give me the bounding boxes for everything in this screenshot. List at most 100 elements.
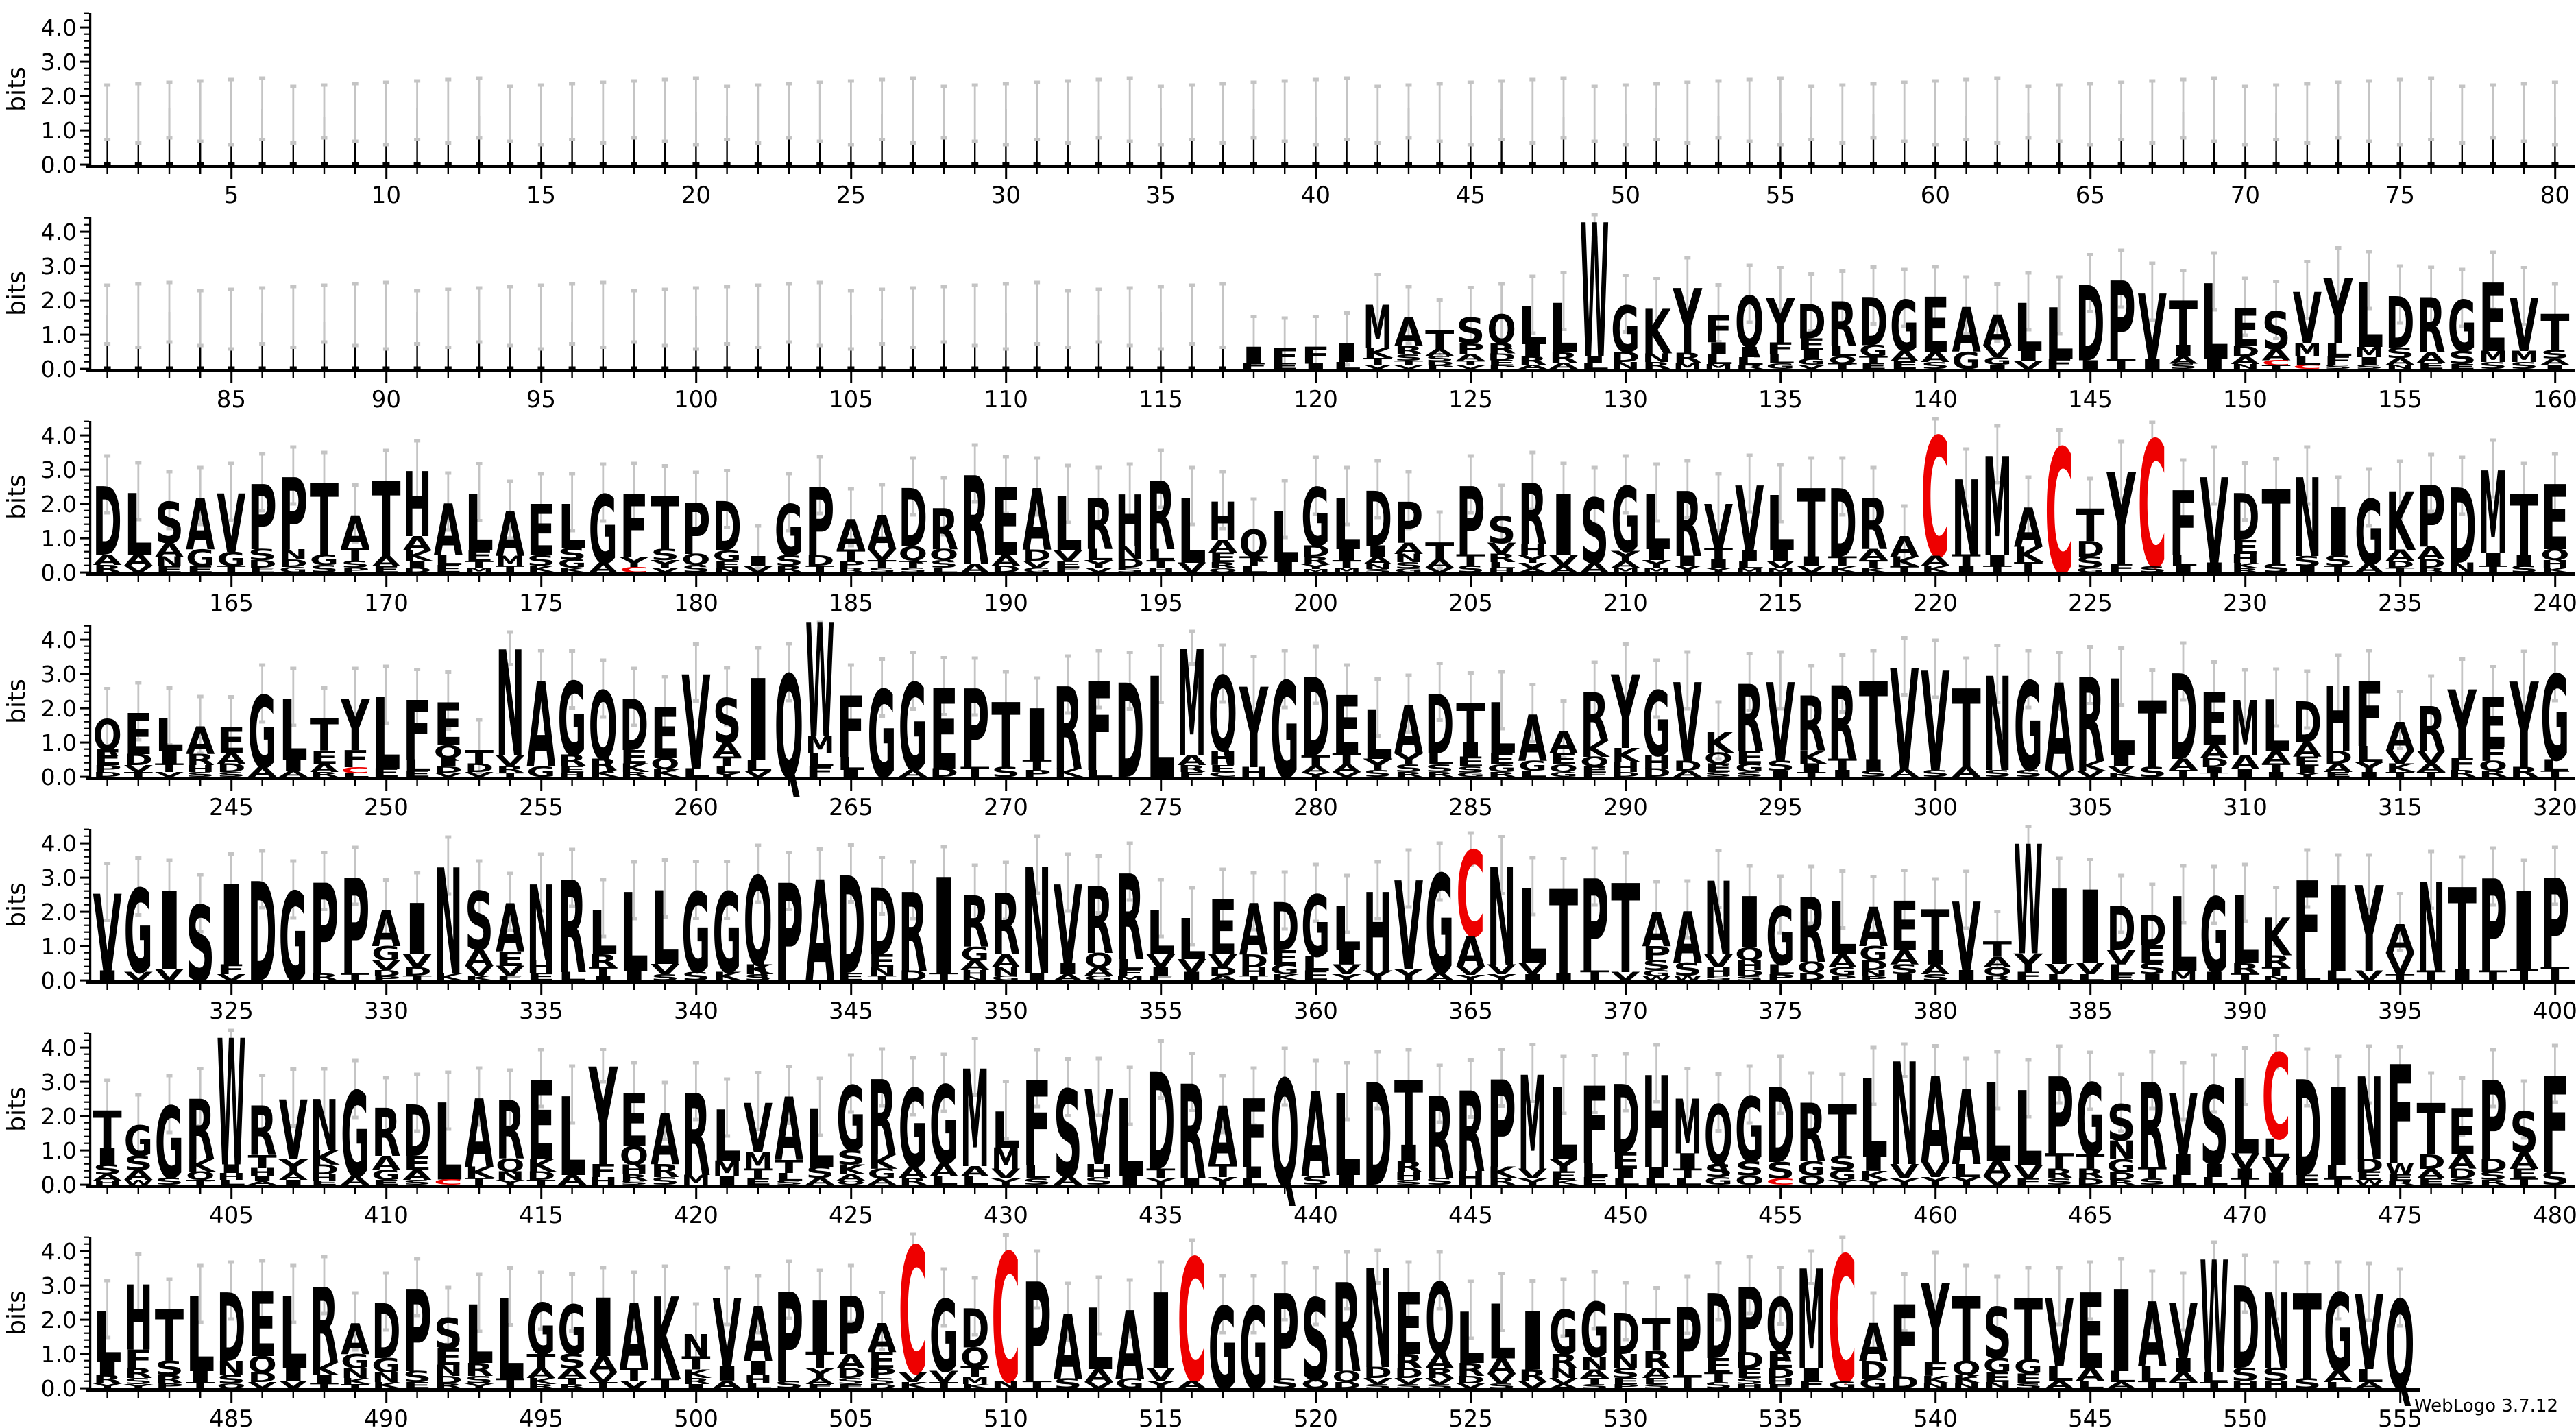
svg-text:N: N: [155, 554, 184, 569]
svg-text:G: G: [929, 1063, 958, 1189]
svg-text:E: E: [496, 948, 524, 971]
svg-text:P: P: [403, 1268, 432, 1399]
svg-text:A: A: [1921, 1052, 1949, 1189]
svg-text:0.0: 0.0: [41, 559, 77, 586]
svg-text:V: V: [2045, 1279, 2074, 1389]
svg-text:I: I: [836, 768, 865, 779]
svg-text:S: S: [1301, 1276, 1330, 1407]
svg-text:N: N: [1549, 1366, 1578, 1381]
svg-text:F: F: [1023, 1058, 1052, 1194]
svg-text:S: S: [1859, 769, 1888, 779]
svg-text:S: S: [1023, 1177, 1052, 1187]
svg-text:I: I: [2200, 356, 2228, 372]
svg-text:Y: Y: [1300, 563, 1331, 570]
svg-text:V: V: [1146, 951, 1175, 971]
svg-text:R: R: [1673, 473, 1702, 577]
svg-text:S: S: [1580, 480, 1609, 584]
svg-text:E: E: [434, 563, 463, 575]
svg-text:S: S: [899, 566, 927, 574]
svg-text:Y: Y: [1889, 1177, 1919, 1187]
svg-text:Y: Y: [1331, 973, 1361, 982]
svg-text:R: R: [310, 1266, 339, 1386]
svg-text:D: D: [1023, 547, 1052, 564]
svg-text:T: T: [868, 974, 897, 982]
svg-text:A: A: [1890, 947, 1919, 969]
svg-text:K: K: [681, 1367, 712, 1381]
svg-text:I: I: [2014, 348, 2043, 365]
svg-text:I: I: [1952, 967, 1981, 984]
svg-text:L: L: [2076, 973, 2104, 982]
svg-text:A: A: [1983, 954, 2012, 971]
svg-text:F: F: [2107, 562, 2136, 575]
svg-text:0.0: 0.0: [41, 764, 77, 790]
svg-text:515: 515: [1139, 1405, 1183, 1428]
svg-text:G: G: [1797, 356, 1826, 367]
svg-text:A: A: [2385, 714, 2415, 760]
svg-text:R: R: [465, 1359, 494, 1380]
svg-text:G: G: [713, 871, 742, 999]
svg-text:H: H: [589, 1175, 618, 1187]
svg-text:F: F: [1084, 657, 1113, 799]
svg-text:S: S: [713, 686, 742, 757]
svg-text:G: G: [526, 764, 555, 781]
svg-text:520: 520: [1293, 1405, 1338, 1428]
svg-text:R: R: [558, 1383, 587, 1390]
svg-text:V: V: [1208, 951, 1237, 971]
svg-text:L: L: [2169, 553, 2198, 569]
svg-text:L: L: [2107, 963, 2136, 978]
svg-text:M: M: [465, 566, 494, 574]
svg-text:145: 145: [2068, 386, 2113, 409]
svg-text:V: V: [465, 963, 494, 979]
svg-text:Y: Y: [340, 684, 370, 767]
svg-text:E: E: [1921, 282, 1949, 370]
svg-text:R: R: [1797, 1089, 1826, 1181]
svg-text:E: E: [403, 769, 432, 779]
svg-text:E: E: [2448, 1096, 2477, 1170]
svg-text:T: T: [186, 1381, 215, 1390]
svg-text:N: N: [1580, 1354, 1609, 1375]
svg-text:T: T: [341, 971, 370, 982]
svg-text:K: K: [1797, 747, 1828, 768]
svg-text:V: V: [1518, 960, 1547, 978]
svg-text:K: K: [2540, 566, 2571, 574]
svg-text:C: C: [899, 1224, 927, 1414]
svg-text:R: R: [681, 1377, 710, 1386]
svg-text:L: L: [1333, 361, 1361, 372]
svg-text:255: 255: [519, 794, 563, 816]
svg-text:1.0: 1.0: [41, 1341, 77, 1368]
svg-text:E: E: [2138, 941, 2167, 969]
svg-text:505: 505: [829, 1405, 873, 1428]
svg-text:T: T: [1549, 867, 1578, 1000]
svg-text:L: L: [1580, 361, 1609, 371]
svg-text:S: S: [1766, 759, 1795, 774]
svg-text:K: K: [1549, 1178, 1580, 1186]
svg-text:H: H: [2262, 1379, 2291, 1391]
svg-text:A: A: [1394, 540, 1423, 557]
svg-text:G: G: [1828, 1168, 1857, 1183]
svg-text:50: 50: [1611, 182, 1640, 204]
svg-text:E: E: [526, 1059, 555, 1185]
svg-text:N: N: [1704, 861, 1733, 978]
svg-text:A: A: [341, 507, 370, 559]
svg-text:385: 385: [2068, 997, 2113, 1020]
svg-text:I: I: [2200, 561, 2228, 576]
svg-text:G: G: [1084, 974, 1113, 982]
svg-text:V: V: [2510, 284, 2538, 368]
svg-text:T: T: [155, 1295, 184, 1377]
svg-text:10: 10: [372, 182, 401, 204]
svg-text:K: K: [1704, 727, 1734, 760]
svg-text:R: R: [681, 1070, 710, 1202]
svg-text:L: L: [929, 566, 958, 574]
svg-text:Q: Q: [1580, 754, 1609, 769]
svg-text:I: I: [2138, 973, 2167, 982]
svg-text:I: I: [2324, 862, 2353, 999]
svg-text:S: S: [155, 491, 184, 557]
svg-text:V: V: [2045, 961, 2074, 978]
svg-text:L: L: [1766, 352, 1795, 367]
svg-text:R: R: [868, 1058, 897, 1178]
svg-text:N: N: [991, 965, 1020, 978]
svg-text:T: T: [1146, 558, 1176, 570]
svg-text:440: 440: [1293, 1202, 1338, 1224]
svg-text:S: S: [2014, 769, 2043, 779]
